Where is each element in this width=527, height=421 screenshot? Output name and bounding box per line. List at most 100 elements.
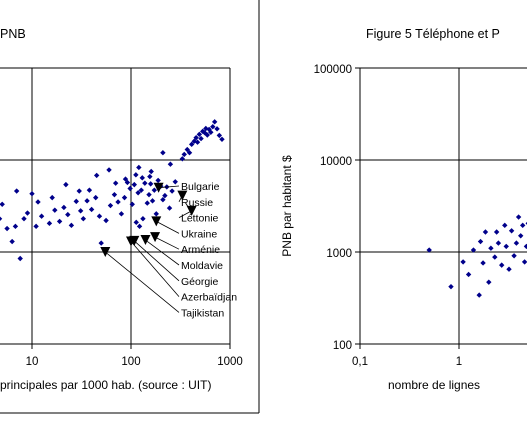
left-data-point <box>167 161 174 167</box>
left-data-point <box>118 211 125 217</box>
right-x-tick-label-1: 1 <box>456 356 462 368</box>
left-data-point <box>169 188 175 194</box>
left-x-tick-label-10: 10 <box>26 356 39 368</box>
highlight-label: Arménie <box>181 244 220 256</box>
left-data-point <box>122 176 129 182</box>
left-data-point <box>149 198 156 204</box>
left-data-point <box>127 185 133 192</box>
left-x-axis-label: principales par 1000 hab. (source : UIT) <box>0 378 211 392</box>
right-data-point <box>492 254 498 260</box>
right-y-tick-label-10000: 10000 <box>320 156 352 168</box>
left-data-point <box>139 175 145 181</box>
left-data-point <box>147 181 154 187</box>
left-data-point <box>136 164 142 171</box>
left-data-point <box>153 211 159 217</box>
left-data-point <box>144 200 150 206</box>
left-data-point <box>140 216 146 222</box>
left-data-point <box>112 180 119 186</box>
left-chart-title: PNB <box>0 27 26 41</box>
left-data-point <box>115 199 121 205</box>
left-data-point <box>73 198 79 205</box>
left-data-point <box>93 172 100 179</box>
left-data-point <box>21 216 27 222</box>
left-data-point <box>133 219 139 226</box>
highlight-leader-line <box>130 241 180 297</box>
left-data-point <box>29 191 35 197</box>
right-data-point <box>493 229 500 235</box>
right-data-point <box>506 266 512 272</box>
left-data-point <box>33 223 39 230</box>
left-data-point <box>56 218 63 225</box>
left-data-point <box>210 124 216 130</box>
left-data-point <box>107 202 114 209</box>
right-y-axis-label: PNB par habitant $ <box>280 155 294 257</box>
left-data-point <box>49 194 55 201</box>
left-data-point <box>138 187 144 193</box>
left-data-point <box>181 151 187 158</box>
left-data-point <box>162 192 168 199</box>
highlight-label: Tajikistan <box>181 307 224 319</box>
left-data-point <box>133 172 139 178</box>
left-data-point <box>12 223 19 230</box>
highlight-label: Russie <box>181 197 213 209</box>
right-data-point <box>499 262 505 268</box>
left-data-point <box>198 135 204 142</box>
left-highlighted-points: Bulgarie Russie Léttonie Ukraine Arménie Mold… <box>100 181 237 319</box>
left-data-point <box>166 205 173 211</box>
left-data-point <box>172 179 178 185</box>
left-data-point <box>208 129 214 136</box>
left-data-point <box>111 191 118 198</box>
left-data-point <box>160 197 166 203</box>
right-data-point <box>513 240 520 246</box>
right-data-point <box>502 222 508 229</box>
left-chart-plot <box>0 67 231 349</box>
left-data-point <box>76 188 82 194</box>
right-data-point <box>508 228 515 234</box>
left-data-point <box>84 198 90 204</box>
left-data-point <box>17 255 23 262</box>
left-data-point <box>88 206 95 213</box>
right-y-tick-label-100: 100 <box>333 340 352 352</box>
left-data-point <box>4 225 10 232</box>
left-data-point <box>46 220 53 227</box>
left-data-point <box>160 150 166 156</box>
left-data-point <box>80 216 87 222</box>
left-data-point <box>103 217 109 224</box>
right-data-point <box>448 283 454 290</box>
left-data-point <box>194 139 201 145</box>
right-y-tick-label-100000: 100000 <box>314 64 352 76</box>
right-data-point <box>488 245 494 251</box>
right-chart-plot <box>355 67 527 349</box>
left-data-point <box>214 126 220 132</box>
right-x-axis-label: nombre de lignes <box>388 378 480 392</box>
right-data-point <box>511 253 517 259</box>
left-data-point <box>148 168 154 175</box>
right-data-point <box>476 292 482 298</box>
highlight-leader-line <box>178 210 192 218</box>
highlight-label: Léttonie <box>181 213 219 225</box>
left-data-point <box>135 190 141 196</box>
left-x-tick-label-1000: 1000 <box>217 356 243 368</box>
left-data-point <box>211 119 218 125</box>
left-data-point <box>61 204 67 211</box>
right-data-point <box>477 238 484 245</box>
highlight-leader-line <box>105 251 180 313</box>
left-data-point <box>63 181 69 188</box>
highlight-label: Moldavie <box>181 260 223 272</box>
left-data-point <box>146 191 152 198</box>
left-data-point <box>68 222 75 229</box>
left-data-point <box>193 134 199 141</box>
right-data-point <box>523 243 527 250</box>
right-y-tick-label-1000: 1000 <box>326 248 352 260</box>
left-data-point <box>24 210 31 216</box>
left-data-point <box>136 223 143 230</box>
left-data-point <box>77 208 84 214</box>
left-data-point <box>151 187 158 193</box>
right-data-point <box>426 247 432 253</box>
right-data-point <box>518 233 524 239</box>
left-data-point <box>38 213 45 219</box>
left-data-point <box>147 173 153 180</box>
left-data-point <box>93 194 99 201</box>
